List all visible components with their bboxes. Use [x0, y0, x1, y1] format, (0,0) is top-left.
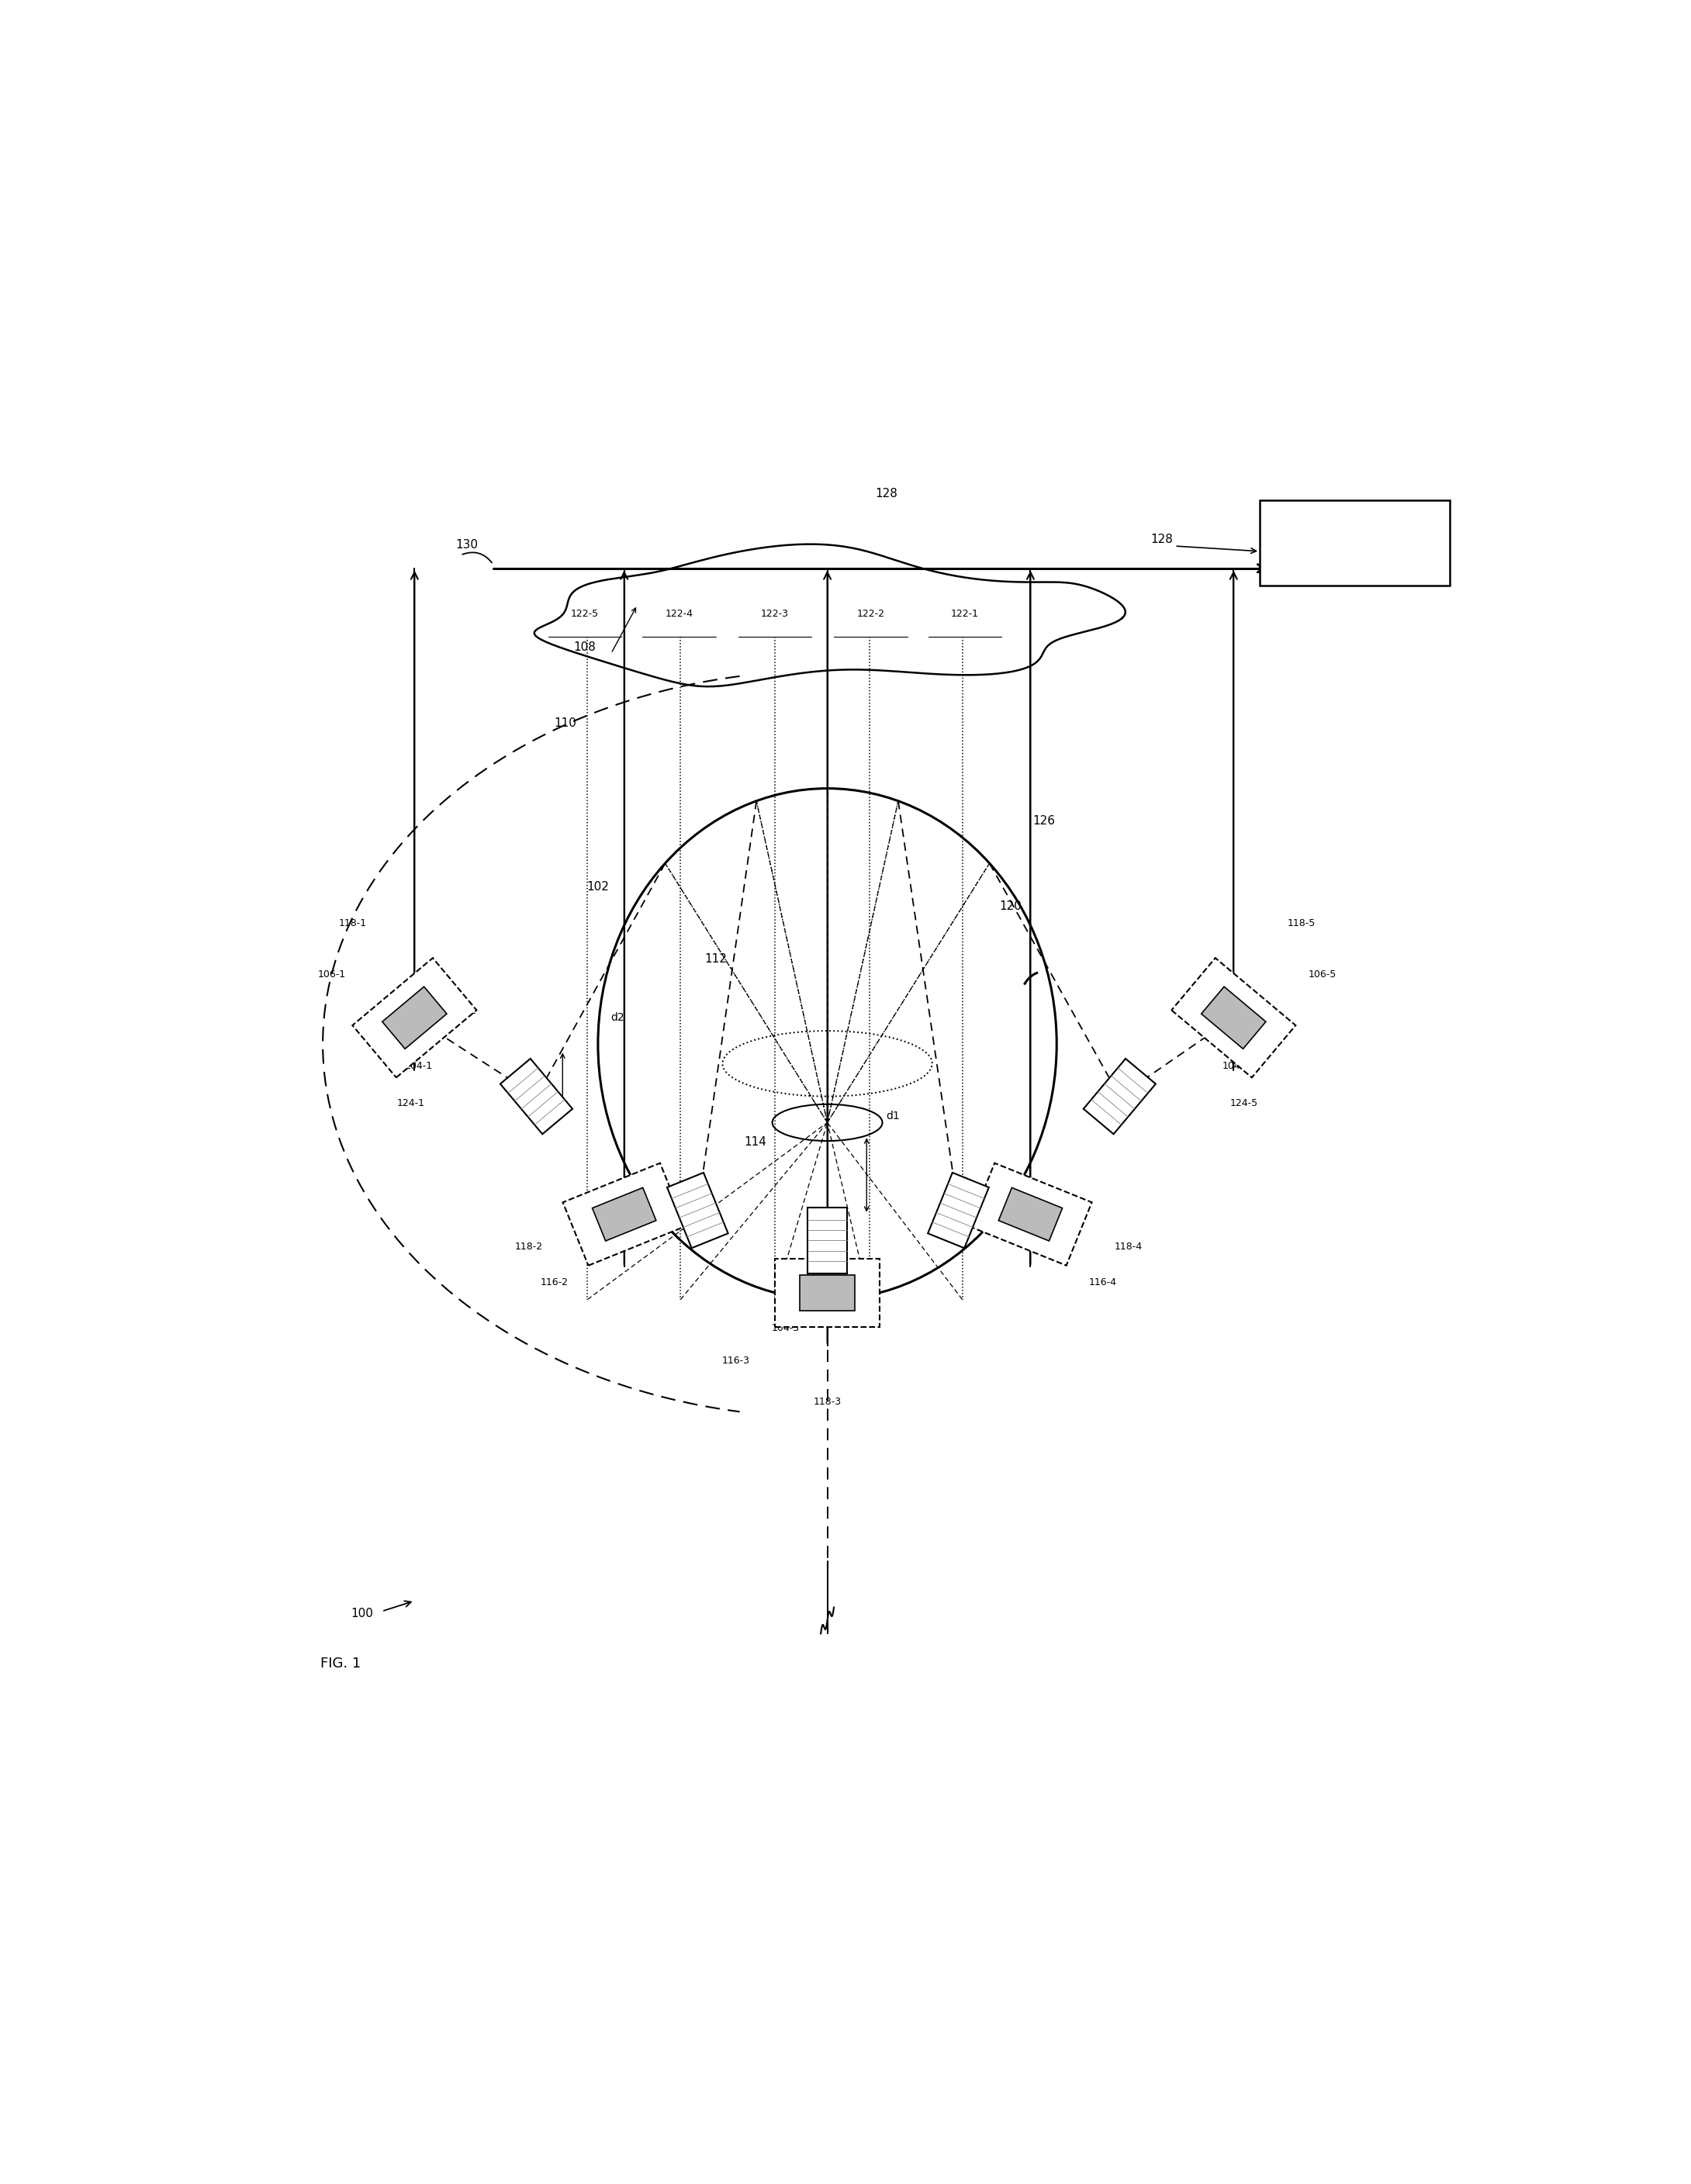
Text: 128: 128: [1150, 533, 1172, 546]
Text: d1: d1: [886, 1112, 900, 1120]
Text: 100: 100: [352, 1607, 374, 1621]
Text: 108: 108: [573, 642, 595, 653]
Text: 120: 120: [999, 900, 1021, 913]
Polygon shape: [563, 1164, 685, 1265]
Polygon shape: [1201, 987, 1267, 1048]
Polygon shape: [592, 1188, 656, 1241]
Text: 104-1: 104-1: [404, 1061, 433, 1072]
Text: 122-5: 122-5: [572, 609, 599, 620]
Polygon shape: [352, 959, 477, 1077]
Polygon shape: [382, 987, 446, 1048]
Text: 122-4: 122-4: [665, 609, 693, 620]
Polygon shape: [501, 1059, 573, 1133]
Text: 118-1: 118-1: [338, 917, 367, 928]
Polygon shape: [800, 1275, 854, 1310]
Text: d2: d2: [610, 1013, 624, 1022]
Text: 104-5: 104-5: [1223, 1061, 1250, 1072]
Polygon shape: [999, 1188, 1062, 1241]
Text: 116-4: 116-4: [1089, 1278, 1116, 1289]
Text: 118-4: 118-4: [1114, 1243, 1143, 1251]
Text: 104-3: 104-3: [771, 1324, 800, 1334]
Polygon shape: [774, 1258, 879, 1328]
Text: 106-5: 106-5: [1309, 970, 1338, 981]
Polygon shape: [928, 1173, 989, 1247]
Polygon shape: [969, 1164, 1092, 1265]
Text: FIG. 1: FIG. 1: [320, 1658, 360, 1671]
Text: 124-5: 124-5: [1229, 1099, 1258, 1107]
Text: 102: 102: [587, 880, 609, 893]
Polygon shape: [1172, 959, 1295, 1077]
Text: 118-3: 118-3: [813, 1396, 842, 1406]
Text: 128: 128: [876, 487, 898, 500]
Text: 116-1: 116-1: [450, 1007, 477, 1016]
Polygon shape: [1084, 1059, 1155, 1133]
Text: 106-1: 106-1: [318, 970, 347, 981]
Text: 124-1: 124-1: [397, 1099, 424, 1107]
Text: 130: 130: [455, 539, 479, 550]
Text: 118-2: 118-2: [514, 1243, 543, 1251]
Text: 116-3: 116-3: [722, 1356, 749, 1367]
Text: 116-5: 116-5: [1177, 1007, 1206, 1016]
Text: 116-2: 116-2: [541, 1278, 568, 1289]
Text: 122-3: 122-3: [761, 609, 790, 620]
Text: 114: 114: [744, 1136, 766, 1149]
Text: 126: 126: [1032, 815, 1055, 828]
Text: 110: 110: [555, 716, 577, 729]
Text: 122-2: 122-2: [857, 609, 884, 620]
Text: Image
Processor: Image Processor: [1329, 531, 1380, 555]
FancyBboxPatch shape: [1260, 500, 1449, 585]
Text: 112: 112: [705, 952, 727, 965]
Polygon shape: [666, 1173, 729, 1247]
Text: 122-1: 122-1: [950, 609, 979, 620]
Text: 118-5: 118-5: [1287, 917, 1316, 928]
Polygon shape: [808, 1208, 847, 1273]
